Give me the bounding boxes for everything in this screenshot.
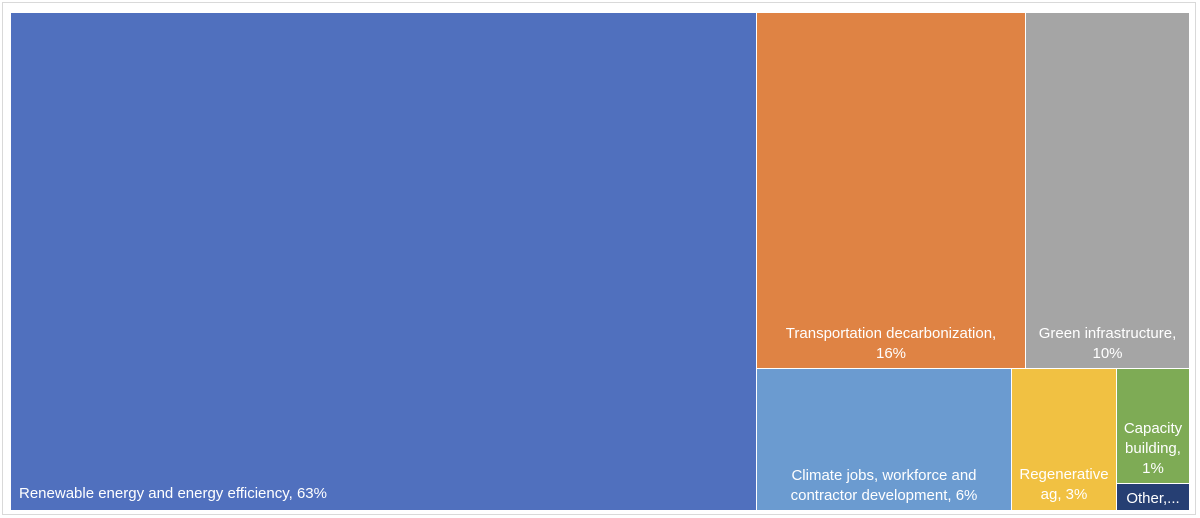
treemap-label-3: Green infrastructure, 10%: [1039, 325, 1177, 362]
treemap-label-line: Other,...: [1126, 490, 1179, 507]
treemap-tile-3: [1026, 13, 1189, 368]
treemap-tile-5: [1012, 369, 1116, 510]
treemap-label-2: Transportation decarbonization, 16%: [786, 325, 996, 362]
treemap-label-line: ag, 3%: [1041, 486, 1088, 503]
treemap-label-line: contractor development, 6%: [791, 487, 978, 504]
treemap-label-line: 16%: [876, 345, 906, 362]
treemap-label-line: Regenerative: [1019, 466, 1108, 483]
treemap-label-line: 1%: [1142, 460, 1164, 477]
treemap-label-line: 10%: [1092, 345, 1122, 362]
treemap-tile-6: [1117, 369, 1189, 483]
treemap-tile-7: [1117, 484, 1189, 510]
treemap-label-5: Regenerative ag, 3%: [1019, 466, 1108, 503]
treemap-tile-2: [757, 13, 1025, 368]
treemap-label-4: Climate jobs, workforce and contractor de…: [791, 467, 978, 504]
treemap-label-line: Climate jobs, workforce and: [791, 467, 976, 484]
treemap-label-line: Renewable energy and energy efficiency, …: [19, 485, 327, 502]
treemap-label-7: Other,...: [1126, 490, 1179, 507]
treemap-label-line: Green infrastructure,: [1039, 325, 1177, 342]
treemap-tile-1: [11, 13, 756, 510]
treemap-label-line: Transportation decarbonization,: [786, 325, 996, 342]
treemap-chart: Renewable energy and energy efficiency, …: [11, 13, 1189, 510]
treemap-label-1: Renewable energy and energy efficiency, …: [19, 485, 327, 502]
treemap-label-line: Capacity: [1124, 420, 1183, 437]
treemap-label-6: Capacity building, 1%: [1124, 420, 1183, 477]
treemap-label-line: building,: [1125, 440, 1181, 457]
treemap-tile-4: [757, 369, 1011, 510]
